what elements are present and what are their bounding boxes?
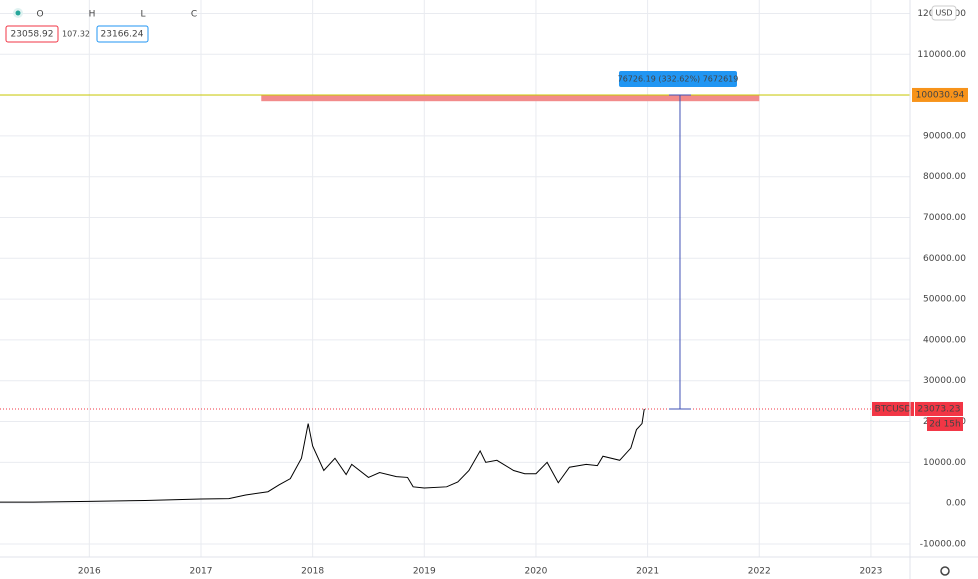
x-tick-label: 2018	[301, 567, 324, 577]
y-tick-label: 40000.00	[923, 335, 966, 345]
y-tick-label: -10000.00	[920, 539, 966, 549]
y-tick-label: 90000.00	[923, 131, 966, 141]
measure-label-box	[618, 70, 737, 87]
y-tick-label: 110000.00	[917, 50, 966, 60]
change-value: 107.32	[62, 30, 90, 39]
y-tick-label: 50000.00	[923, 295, 966, 305]
countdown: 2d 15h	[929, 419, 960, 429]
settings-gear[interactable]	[940, 566, 950, 576]
x-tick-label: 2020	[524, 567, 547, 577]
measure-label: 76726.19 (332.62%) 7672619	[618, 74, 739, 83]
x-tick-label: 2023	[859, 567, 882, 577]
currency: USD	[935, 9, 952, 18]
price-line	[0, 408, 645, 503]
x-tick-label: 2016	[78, 567, 101, 577]
hline-price-tag	[912, 87, 968, 102]
open-box	[5, 25, 59, 43]
symbol-tag	[872, 401, 914, 416]
y-tick-label: 80000.00	[923, 172, 966, 182]
y-tick-label: 30000.00	[923, 376, 966, 386]
y-tick-label: 60000.00	[923, 254, 966, 264]
last-price: 23073.23	[918, 404, 961, 414]
close-value: 23166.24	[101, 30, 144, 40]
y-tick-label: 0.00	[946, 499, 966, 509]
ohlc-label: L	[140, 10, 145, 20]
currency-box[interactable]	[931, 5, 957, 21]
x-tick-label: 2021	[636, 567, 659, 577]
ohlc-label: O	[36, 10, 43, 20]
ohlc-label: H	[89, 10, 96, 20]
y-tick-label: 10000.00	[923, 458, 966, 468]
symbol-name: BTCUSD	[875, 404, 912, 414]
last-price-tag	[915, 401, 963, 416]
x-tick-label: 2017	[190, 567, 213, 577]
close-box	[96, 25, 149, 43]
target-zone	[261, 95, 760, 102]
ohlc-label: C	[191, 10, 197, 20]
x-tick-label: 2019	[413, 567, 436, 577]
countdown-tag	[927, 416, 963, 431]
y-tick-label: 70000.00	[923, 213, 966, 223]
hline-price: 100030.94	[916, 90, 965, 100]
x-tick-label: 2022	[748, 567, 771, 577]
open-value: 23058.92	[11, 30, 54, 40]
status-dot	[15, 10, 21, 16]
